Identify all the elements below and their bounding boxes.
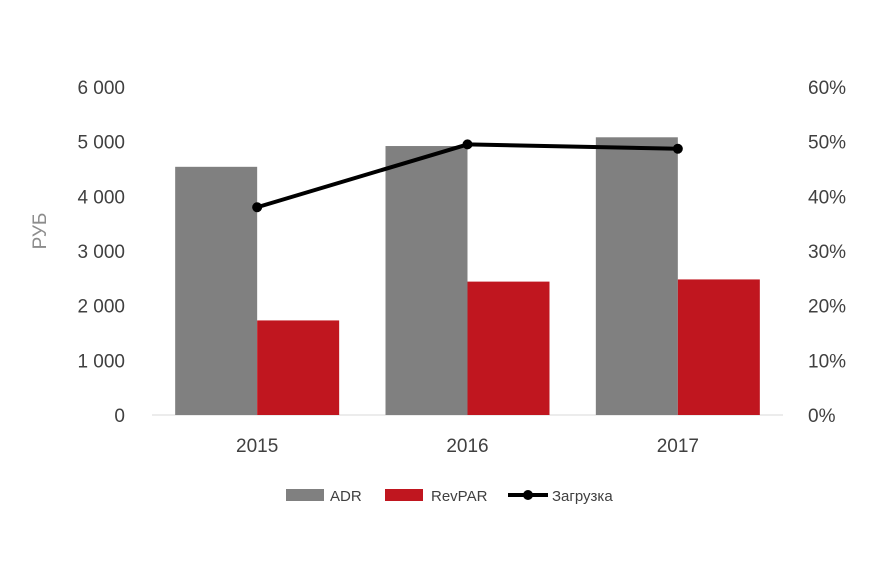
legend-swatch-marker — [523, 490, 533, 500]
bars — [175, 137, 760, 416]
y-tick-label: 2 000 — [77, 297, 125, 318]
y-tick-label: 6 000 — [77, 78, 125, 99]
legend: ADR RevPAR Загрузка — [286, 488, 613, 505]
legend-swatch-adr — [286, 489, 324, 501]
y2-tick-label: 20% — [808, 297, 846, 318]
legend-label: Загрузка — [552, 488, 613, 505]
y2-tick-label: 10% — [808, 351, 846, 372]
y2-tick-label: 30% — [808, 242, 846, 263]
x-axis: 2015 2016 2017 — [236, 436, 699, 457]
y-axis-left: 0 1 000 2 000 3 000 4 000 5 000 6 000 — [77, 78, 125, 427]
y-tick-label: 3 000 — [77, 242, 125, 263]
y-tick-label: 1 000 — [77, 351, 125, 372]
legend-label: ADR — [330, 488, 362, 505]
line-point-2016 — [462, 139, 473, 150]
bar-revpar-2016 — [467, 281, 550, 415]
bar-adr-2015 — [175, 166, 258, 415]
x-tick-label: 2017 — [657, 436, 699, 457]
y-axis-label: РУБ — [30, 213, 51, 250]
bar-revpar-2017 — [677, 279, 760, 415]
y2-tick-label: 0% — [808, 406, 836, 427]
x-tick-label: 2015 — [236, 436, 278, 457]
line-series — [252, 139, 683, 213]
y2-tick-label: 40% — [808, 187, 846, 208]
y-tick-label: 5 000 — [77, 133, 125, 154]
y2-tick-label: 60% — [808, 78, 846, 99]
y-tick-label: 0 — [114, 406, 125, 427]
bar-revpar-2015 — [257, 320, 340, 415]
line-point-2017 — [672, 143, 683, 154]
y2-tick-label: 50% — [808, 133, 846, 154]
x-tick-label: 2016 — [446, 436, 488, 457]
legend-swatch-revpar — [385, 489, 423, 501]
y-tick-label: 4 000 — [77, 187, 125, 208]
y-axis-right: 0% 10% 20% 30% 40% 50% 60% — [808, 78, 846, 427]
bar-adr-2017 — [595, 137, 678, 415]
bar-adr-2016 — [385, 146, 468, 416]
line-point-2015 — [252, 202, 263, 213]
legend-label: RevPAR — [431, 488, 488, 505]
